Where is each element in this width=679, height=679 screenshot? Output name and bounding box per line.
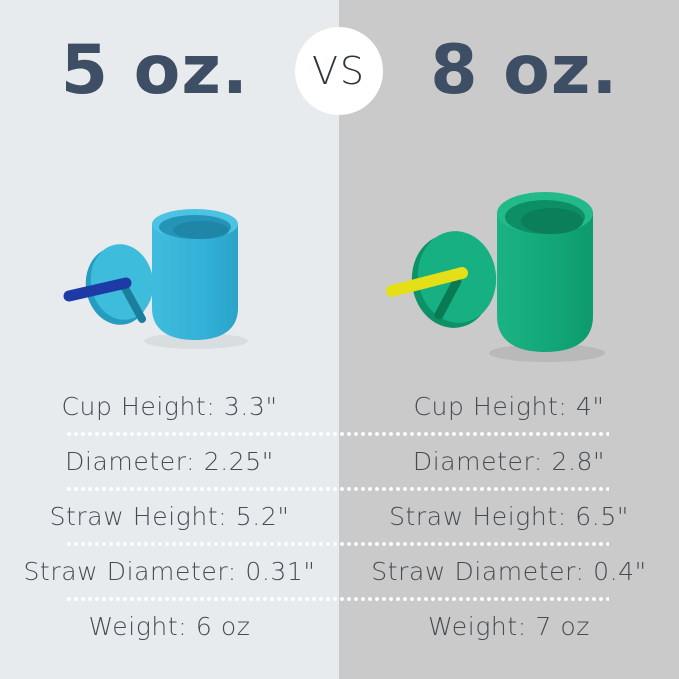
spec-right-diameter: Diameter: 2.8" bbox=[412, 447, 606, 476]
dotted-separator bbox=[67, 432, 609, 436]
spec-right-straw-height: Straw Height: 6.5" bbox=[389, 502, 629, 531]
left-cup-inner-shadow bbox=[173, 221, 229, 239]
left-cup-illustration bbox=[63, 209, 248, 349]
spec-row-straw-diameter: Straw Diameter: 0.31" Straw Diameter: 0.… bbox=[0, 546, 679, 597]
spec-left-weight: Weight: 6 oz bbox=[88, 612, 251, 641]
spec-left-straw-height: Straw Height: 5.2" bbox=[49, 502, 290, 531]
right-straw bbox=[386, 267, 468, 297]
left-size-title: 5 oz. bbox=[60, 30, 249, 110]
vs-badge: VS bbox=[295, 27, 383, 115]
spec-right-straw-diameter: Straw Diameter: 0.4" bbox=[371, 557, 647, 586]
spec-left-cup-height: Cup Height: 3.3" bbox=[61, 392, 278, 421]
dotted-separator bbox=[67, 487, 609, 491]
left-cup-ground-shadow bbox=[144, 333, 248, 349]
vs-label: VS bbox=[311, 49, 367, 93]
right-cup-ground-shadow bbox=[489, 344, 605, 362]
right-size-title: 8 oz. bbox=[430, 30, 619, 110]
right-cup-inner-shadow bbox=[521, 208, 583, 234]
left-straw bbox=[63, 277, 132, 302]
left-cup-body bbox=[152, 224, 238, 340]
spec-left-straw-diameter: Straw Diameter: 0.31" bbox=[23, 557, 316, 586]
right-cup-illustration bbox=[386, 192, 605, 362]
dotted-separator bbox=[67, 597, 609, 601]
left-straw-shadow bbox=[121, 284, 146, 323]
spec-left-diameter: Diameter: 2.25" bbox=[65, 447, 274, 476]
spec-right-cup-height: Cup Height: 4" bbox=[413, 392, 605, 421]
dotted-separator bbox=[67, 542, 609, 546]
header-row: 5 oz. 8 oz. bbox=[0, 0, 679, 140]
right-straw-shadow bbox=[434, 276, 462, 320]
spec-row-straw-height: Straw Height: 5.2" Straw Height: 6.5" bbox=[0, 491, 679, 542]
right-cup-body bbox=[497, 213, 593, 352]
spec-row-cup-height: Cup Height: 3.3" Cup Height: 4" bbox=[0, 381, 679, 432]
spec-comparison-table: Cup Height: 3.3" Cup Height: 4" Diameter… bbox=[0, 381, 679, 652]
spec-right-weight: Weight: 7 oz bbox=[427, 612, 591, 641]
spec-row-weight: Weight: 6 oz Weight: 7 oz bbox=[0, 601, 679, 652]
spec-row-diameter: Diameter: 2.25" Diameter: 2.8" bbox=[0, 436, 679, 487]
